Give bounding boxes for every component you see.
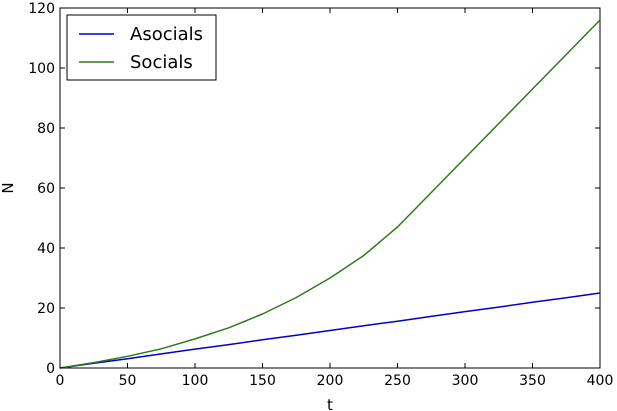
x-tick-label: 50 (119, 373, 137, 389)
x-tick-label: 200 (317, 373, 344, 389)
y-tick-label: 100 (28, 61, 55, 77)
x-tick-label: 400 (587, 373, 614, 389)
x-tick-label: 0 (56, 373, 65, 389)
x-tick-label: 250 (384, 373, 411, 389)
legend-label-socials: Socials (130, 52, 193, 73)
legend: Asocials Socials (66, 14, 217, 81)
y-tick-label: 60 (37, 181, 55, 197)
ticks-layer: 0 50 100 150 200 250 300 350 400 0 20 40 60 80 100 120 (28, 1, 613, 389)
x-tick-label: 350 (519, 373, 546, 389)
y-tick-label: 120 (28, 1, 55, 17)
y-axis-label: N (0, 182, 17, 193)
series-layer (59, 19, 601, 369)
legend-box (66, 14, 217, 81)
series-line-asocials (59, 292, 601, 369)
legend-label-asocials: Asocials (130, 24, 203, 45)
y-tick-label: 20 (37, 301, 55, 317)
x-tick-label: 100 (182, 373, 209, 389)
series-line-socials (59, 19, 601, 369)
y-tick-label: 0 (46, 361, 55, 377)
y-tick-label: 40 (37, 241, 55, 257)
y-tick-label: 80 (37, 121, 55, 137)
x-tick-label: 300 (452, 373, 479, 389)
x-axis-label: t (327, 396, 333, 411)
x-tick-label: 150 (249, 373, 276, 389)
